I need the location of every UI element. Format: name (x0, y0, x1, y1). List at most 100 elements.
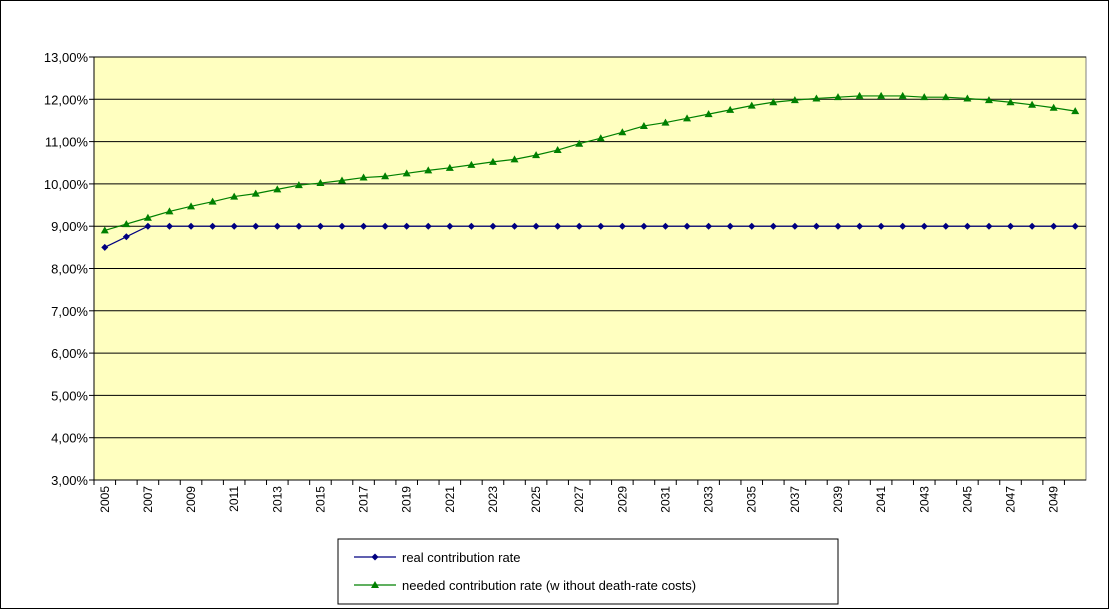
y-tick-label: 8,00% (51, 262, 88, 277)
point (640, 222, 648, 230)
point (359, 173, 368, 181)
x-tick-label: 2009 (184, 486, 198, 513)
point (984, 96, 993, 104)
x-tick-label: 2021 (443, 486, 457, 513)
legend-box (337, 538, 839, 605)
point (371, 553, 379, 561)
point (381, 172, 390, 180)
y-tick-label: 11,00% (45, 135, 89, 150)
point (467, 222, 475, 230)
x-tick-label: 2015 (313, 486, 327, 513)
point (747, 101, 756, 109)
y-tick-label: 13,00% (44, 50, 89, 65)
point (209, 222, 217, 230)
x-tick-label: 2041 (874, 486, 888, 513)
point (338, 222, 346, 230)
point (208, 197, 217, 205)
point (920, 93, 929, 101)
point (273, 222, 281, 230)
point (812, 94, 821, 102)
point (230, 222, 238, 230)
x-tick-label: 2043 (917, 486, 931, 513)
point (187, 202, 196, 210)
point (596, 134, 605, 142)
point (726, 105, 735, 113)
point (510, 155, 519, 163)
point (165, 222, 173, 230)
point (704, 110, 713, 118)
point (251, 189, 260, 197)
point (424, 222, 432, 230)
point (402, 169, 411, 177)
legend-label: needed contribution rate (w ithout death… (402, 578, 696, 593)
point (769, 222, 777, 230)
point (834, 93, 842, 101)
series-line (104, 95, 1076, 232)
point (898, 91, 907, 99)
point (532, 151, 541, 159)
point (683, 114, 692, 122)
point (252, 222, 260, 230)
x-tick-label: 2047 (1004, 486, 1018, 513)
y-tick-label: 12,00% (44, 92, 89, 107)
point (316, 222, 324, 230)
point (942, 222, 950, 230)
point (100, 226, 109, 234)
point (424, 166, 433, 174)
point (446, 222, 454, 230)
point (403, 222, 411, 230)
x-tick-label: 2005 (98, 486, 112, 513)
x-tick-label: 2045 (960, 486, 974, 513)
point (597, 222, 605, 230)
point (488, 157, 497, 165)
x-tick-label: 2023 (486, 486, 500, 513)
x-tick-label: 2029 (615, 486, 629, 513)
point (834, 222, 842, 230)
point (812, 222, 820, 230)
point (941, 93, 950, 101)
point (683, 222, 691, 230)
point (639, 121, 648, 129)
point (122, 233, 130, 241)
point (295, 222, 303, 230)
x-tick-label: 2027 (572, 486, 586, 513)
point (467, 160, 476, 168)
point (618, 128, 627, 136)
y-tick-label: 9,00% (51, 219, 88, 234)
point (381, 222, 389, 230)
x-tick-label: 2039 (831, 486, 845, 513)
series-line (104, 225, 1076, 248)
point (618, 222, 626, 230)
point (963, 94, 972, 102)
y-tick-label: 6,00% (51, 346, 88, 361)
point (877, 222, 885, 230)
point (726, 222, 734, 230)
point (1071, 222, 1079, 230)
point (856, 222, 864, 230)
x-tick-label: 2037 (788, 486, 802, 513)
point (338, 176, 346, 184)
point (489, 222, 497, 230)
y-tick-label: 7,00% (51, 304, 88, 319)
point (294, 181, 303, 189)
x-tick-label: 2007 (141, 486, 155, 513)
x-tick-label: 2013 (270, 486, 284, 513)
point (963, 222, 971, 230)
point (230, 192, 239, 200)
point (360, 222, 368, 230)
point (899, 222, 907, 230)
point (532, 222, 540, 230)
point (1007, 222, 1015, 230)
x-tick-label: 2019 (400, 486, 414, 513)
point (316, 179, 325, 187)
point (1049, 103, 1058, 111)
point (1050, 222, 1058, 230)
x-tick-label: 2049 (1047, 486, 1061, 513)
point (791, 222, 799, 230)
point (877, 91, 886, 99)
y-tick-label: 4,00% (51, 431, 88, 446)
x-tick-label: 2033 (702, 486, 716, 513)
point (705, 222, 713, 230)
